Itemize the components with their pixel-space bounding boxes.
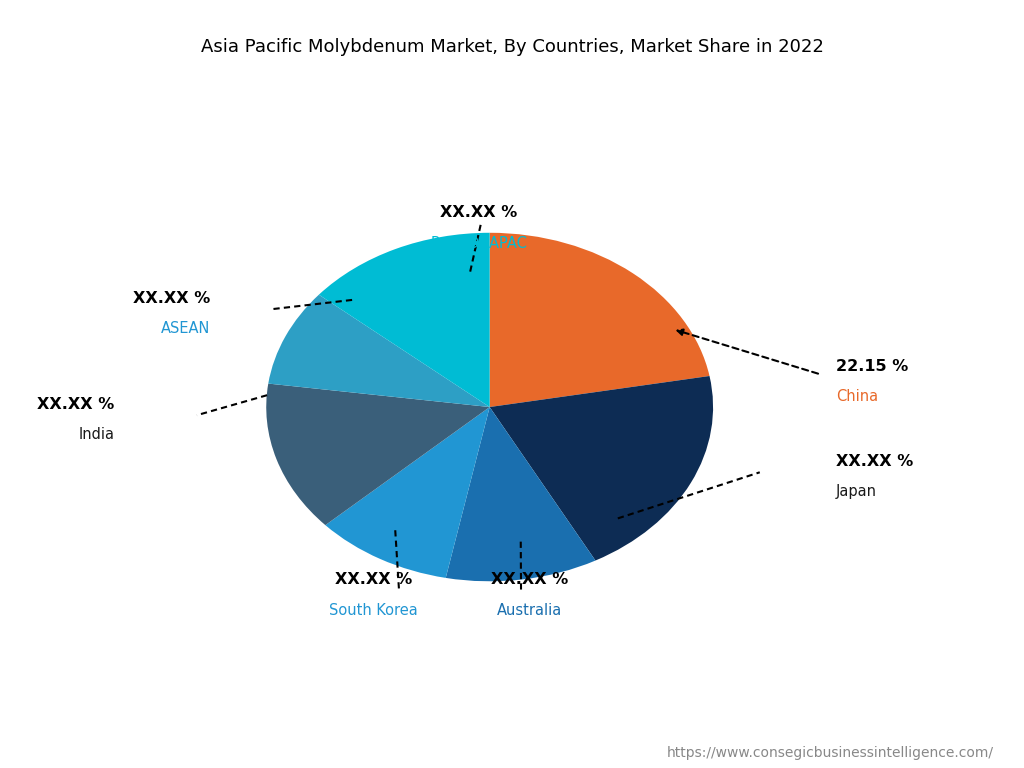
Text: China: China — [836, 389, 879, 404]
Text: XX.XX %: XX.XX % — [335, 572, 412, 587]
Wedge shape — [489, 376, 713, 561]
Text: ASEAN: ASEAN — [161, 321, 210, 336]
Text: 22.15 %: 22.15 % — [836, 359, 908, 374]
Text: XX.XX %: XX.XX % — [440, 205, 517, 220]
Text: Australia: Australia — [498, 603, 562, 617]
Text: Japan: Japan — [836, 485, 877, 499]
Wedge shape — [445, 407, 595, 581]
Wedge shape — [489, 233, 710, 407]
Text: India: India — [78, 428, 115, 442]
Text: https://www.consegicbusinessintelligence.com/: https://www.consegicbusinessintelligence… — [667, 746, 993, 760]
Text: Asia Pacific Molybdenum Market, By Countries, Market Share in 2022: Asia Pacific Molybdenum Market, By Count… — [201, 38, 823, 56]
Wedge shape — [268, 295, 489, 407]
Wedge shape — [266, 383, 489, 525]
Wedge shape — [318, 233, 489, 407]
Wedge shape — [326, 407, 489, 578]
Text: XX.XX %: XX.XX % — [37, 397, 115, 412]
Text: XX.XX %: XX.XX % — [492, 572, 568, 587]
Text: XX.XX %: XX.XX % — [836, 454, 913, 468]
Text: South Korea: South Korea — [329, 603, 418, 617]
Text: XX.XX %: XX.XX % — [133, 290, 210, 306]
Text: Rest Of APAC: Rest Of APAC — [430, 236, 526, 250]
